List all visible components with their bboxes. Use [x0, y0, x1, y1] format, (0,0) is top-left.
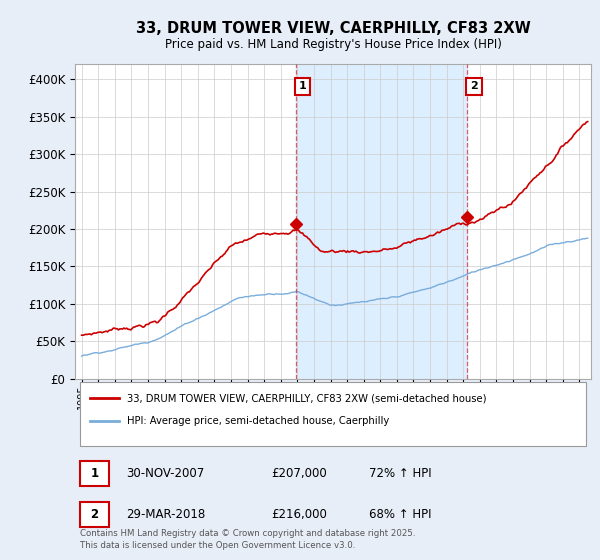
Text: £216,000: £216,000: [271, 508, 327, 521]
Text: 29-MAR-2018: 29-MAR-2018: [127, 508, 206, 521]
Text: 1: 1: [90, 466, 98, 480]
Text: Contains HM Land Registry data © Crown copyright and database right 2025.
This d: Contains HM Land Registry data © Crown c…: [80, 529, 416, 550]
Text: HPI: Average price, semi-detached house, Caerphilly: HPI: Average price, semi-detached house,…: [127, 417, 389, 426]
Text: 30-NOV-2007: 30-NOV-2007: [127, 466, 205, 480]
Text: 68% ↑ HPI: 68% ↑ HPI: [369, 508, 431, 521]
Text: 72% ↑ HPI: 72% ↑ HPI: [369, 466, 432, 480]
Text: £207,000: £207,000: [271, 466, 327, 480]
Bar: [80, 382, 586, 446]
Text: 33, DRUM TOWER VIEW, CAERPHILLY, CF83 2XW: 33, DRUM TOWER VIEW, CAERPHILLY, CF83 2X…: [136, 21, 530, 36]
Bar: [80, 502, 109, 527]
Text: 2: 2: [90, 508, 98, 521]
Bar: [296, 64, 467, 379]
Text: 2: 2: [470, 81, 478, 91]
Bar: [80, 461, 109, 486]
Text: Price paid vs. HM Land Registry's House Price Index (HPI): Price paid vs. HM Land Registry's House …: [164, 38, 502, 50]
Text: 1: 1: [298, 81, 306, 91]
Text: 33, DRUM TOWER VIEW, CAERPHILLY, CF83 2XW (semi-detached house): 33, DRUM TOWER VIEW, CAERPHILLY, CF83 2X…: [127, 393, 486, 403]
